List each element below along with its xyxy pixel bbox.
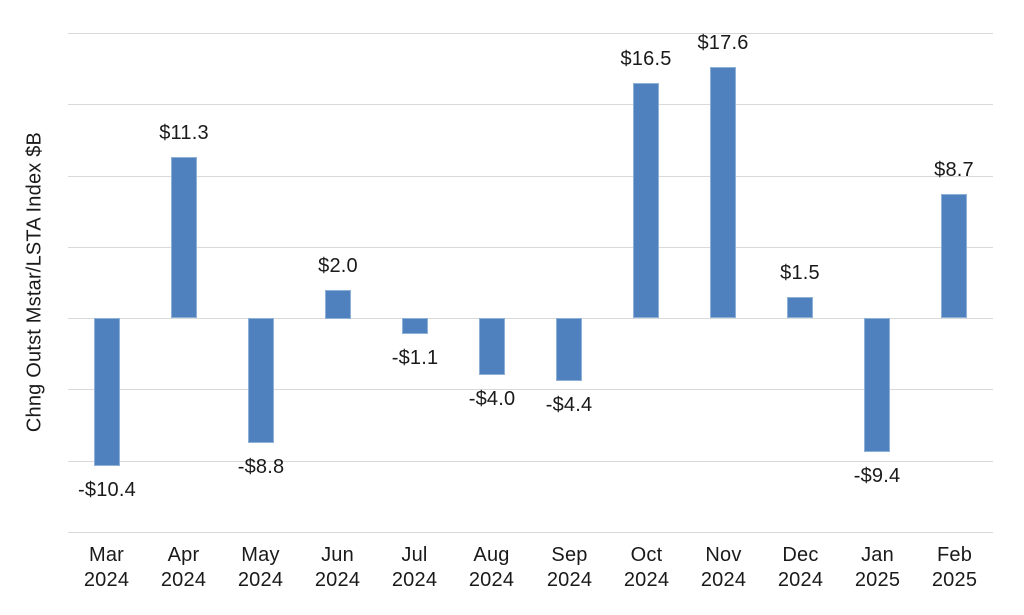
x-label-year: 2024 <box>700 569 747 591</box>
x-label-month: Feb <box>936 544 973 566</box>
x-label-oct-2024: Oct 2024 <box>608 543 685 593</box>
x-label-month: May <box>241 544 280 566</box>
gridline--5 <box>68 389 993 390</box>
bar-jan-2025 <box>864 318 890 452</box>
x-label-mar-2024: Mar 2024 <box>68 543 145 593</box>
bar-nov-2024 <box>710 67 736 318</box>
x-label-sep-2024: Sep 2024 <box>531 543 608 593</box>
bar-apr-2024 <box>171 157 197 318</box>
data-label-aug-2024: -$4.0 <box>468 388 516 410</box>
bar-jun-2024 <box>325 290 351 319</box>
bar-dec-2024 <box>787 297 813 318</box>
data-label-jan-2025: -$9.4 <box>853 465 901 487</box>
bar-feb-2025 <box>941 194 967 318</box>
bar-aug-2024 <box>479 318 505 375</box>
x-label-year: 2024 <box>160 569 207 591</box>
x-label-aug-2024: Aug 2024 <box>453 543 530 593</box>
x-label-month: Apr <box>167 544 200 566</box>
x-label-year: 2024 <box>623 569 670 591</box>
bar-mar-2024 <box>94 318 120 466</box>
bar-jul-2024 <box>402 318 428 334</box>
data-label-sep-2024: -$4.4 <box>545 394 593 416</box>
gridline-20 <box>68 33 993 34</box>
data-label-apr-2024: $11.3 <box>159 122 209 144</box>
gridline-10 <box>68 176 993 177</box>
x-label-nov-2024: Nov 2024 <box>685 543 762 593</box>
bar-sep-2024 <box>556 318 582 381</box>
x-label-year: 2024 <box>237 569 284 591</box>
x-label-month: Sep <box>551 544 588 566</box>
data-label-mar-2024: -$10.4 <box>78 479 136 501</box>
x-label-month: Jun <box>321 544 354 566</box>
x-label-month: Oct <box>630 544 663 566</box>
x-label-feb-2025: Feb 2025 <box>916 543 993 593</box>
data-label-oct-2024: $16.5 <box>620 48 672 70</box>
x-label-jul-2024: Jul 2024 <box>376 543 453 593</box>
data-label-may-2024: -$8.8 <box>237 456 285 478</box>
x-label-month: Dec <box>782 544 819 566</box>
data-label-jul-2024: -$1.1 <box>391 347 439 369</box>
x-label-apr-2024: Apr 2024 <box>145 543 222 593</box>
data-label-jun-2024: $2.0 <box>318 255 358 277</box>
gridline-15 <box>68 104 993 105</box>
data-label-feb-2025: $8.7 <box>934 159 974 181</box>
data-label-dec-2024: $1.5 <box>780 262 820 284</box>
x-label-year: 2024 <box>546 569 593 591</box>
data-label-nov-2024: $17.6 <box>697 32 749 54</box>
x-label-month: Nov <box>705 544 742 566</box>
gridline--10 <box>68 461 993 462</box>
x-label-year: 2025 <box>931 569 978 591</box>
x-label-year: 2024 <box>391 569 438 591</box>
x-label-year: 2024 <box>83 569 130 591</box>
x-label-month: Mar <box>88 544 125 566</box>
x-label-year: 2024 <box>314 569 361 591</box>
x-label-month: Jul <box>401 544 428 566</box>
x-label-may-2024: May 2024 <box>222 543 299 593</box>
x-label-jan-2025: Jan 2025 <box>839 543 916 593</box>
bar-oct-2024 <box>633 83 659 318</box>
gridline--15 <box>68 532 993 533</box>
bar-may-2024 <box>248 318 274 443</box>
x-label-month: Aug <box>473 544 510 566</box>
x-label-year: 2025 <box>854 569 901 591</box>
x-label-year: 2024 <box>777 569 824 591</box>
x-label-dec-2024: Dec 2024 <box>762 543 839 593</box>
x-label-jun-2024: Jun 2024 <box>299 543 376 593</box>
x-label-year: 2024 <box>468 569 515 591</box>
gridline-0 <box>68 318 993 319</box>
gridline-5 <box>68 247 993 248</box>
x-label-month: Jan <box>861 544 894 566</box>
